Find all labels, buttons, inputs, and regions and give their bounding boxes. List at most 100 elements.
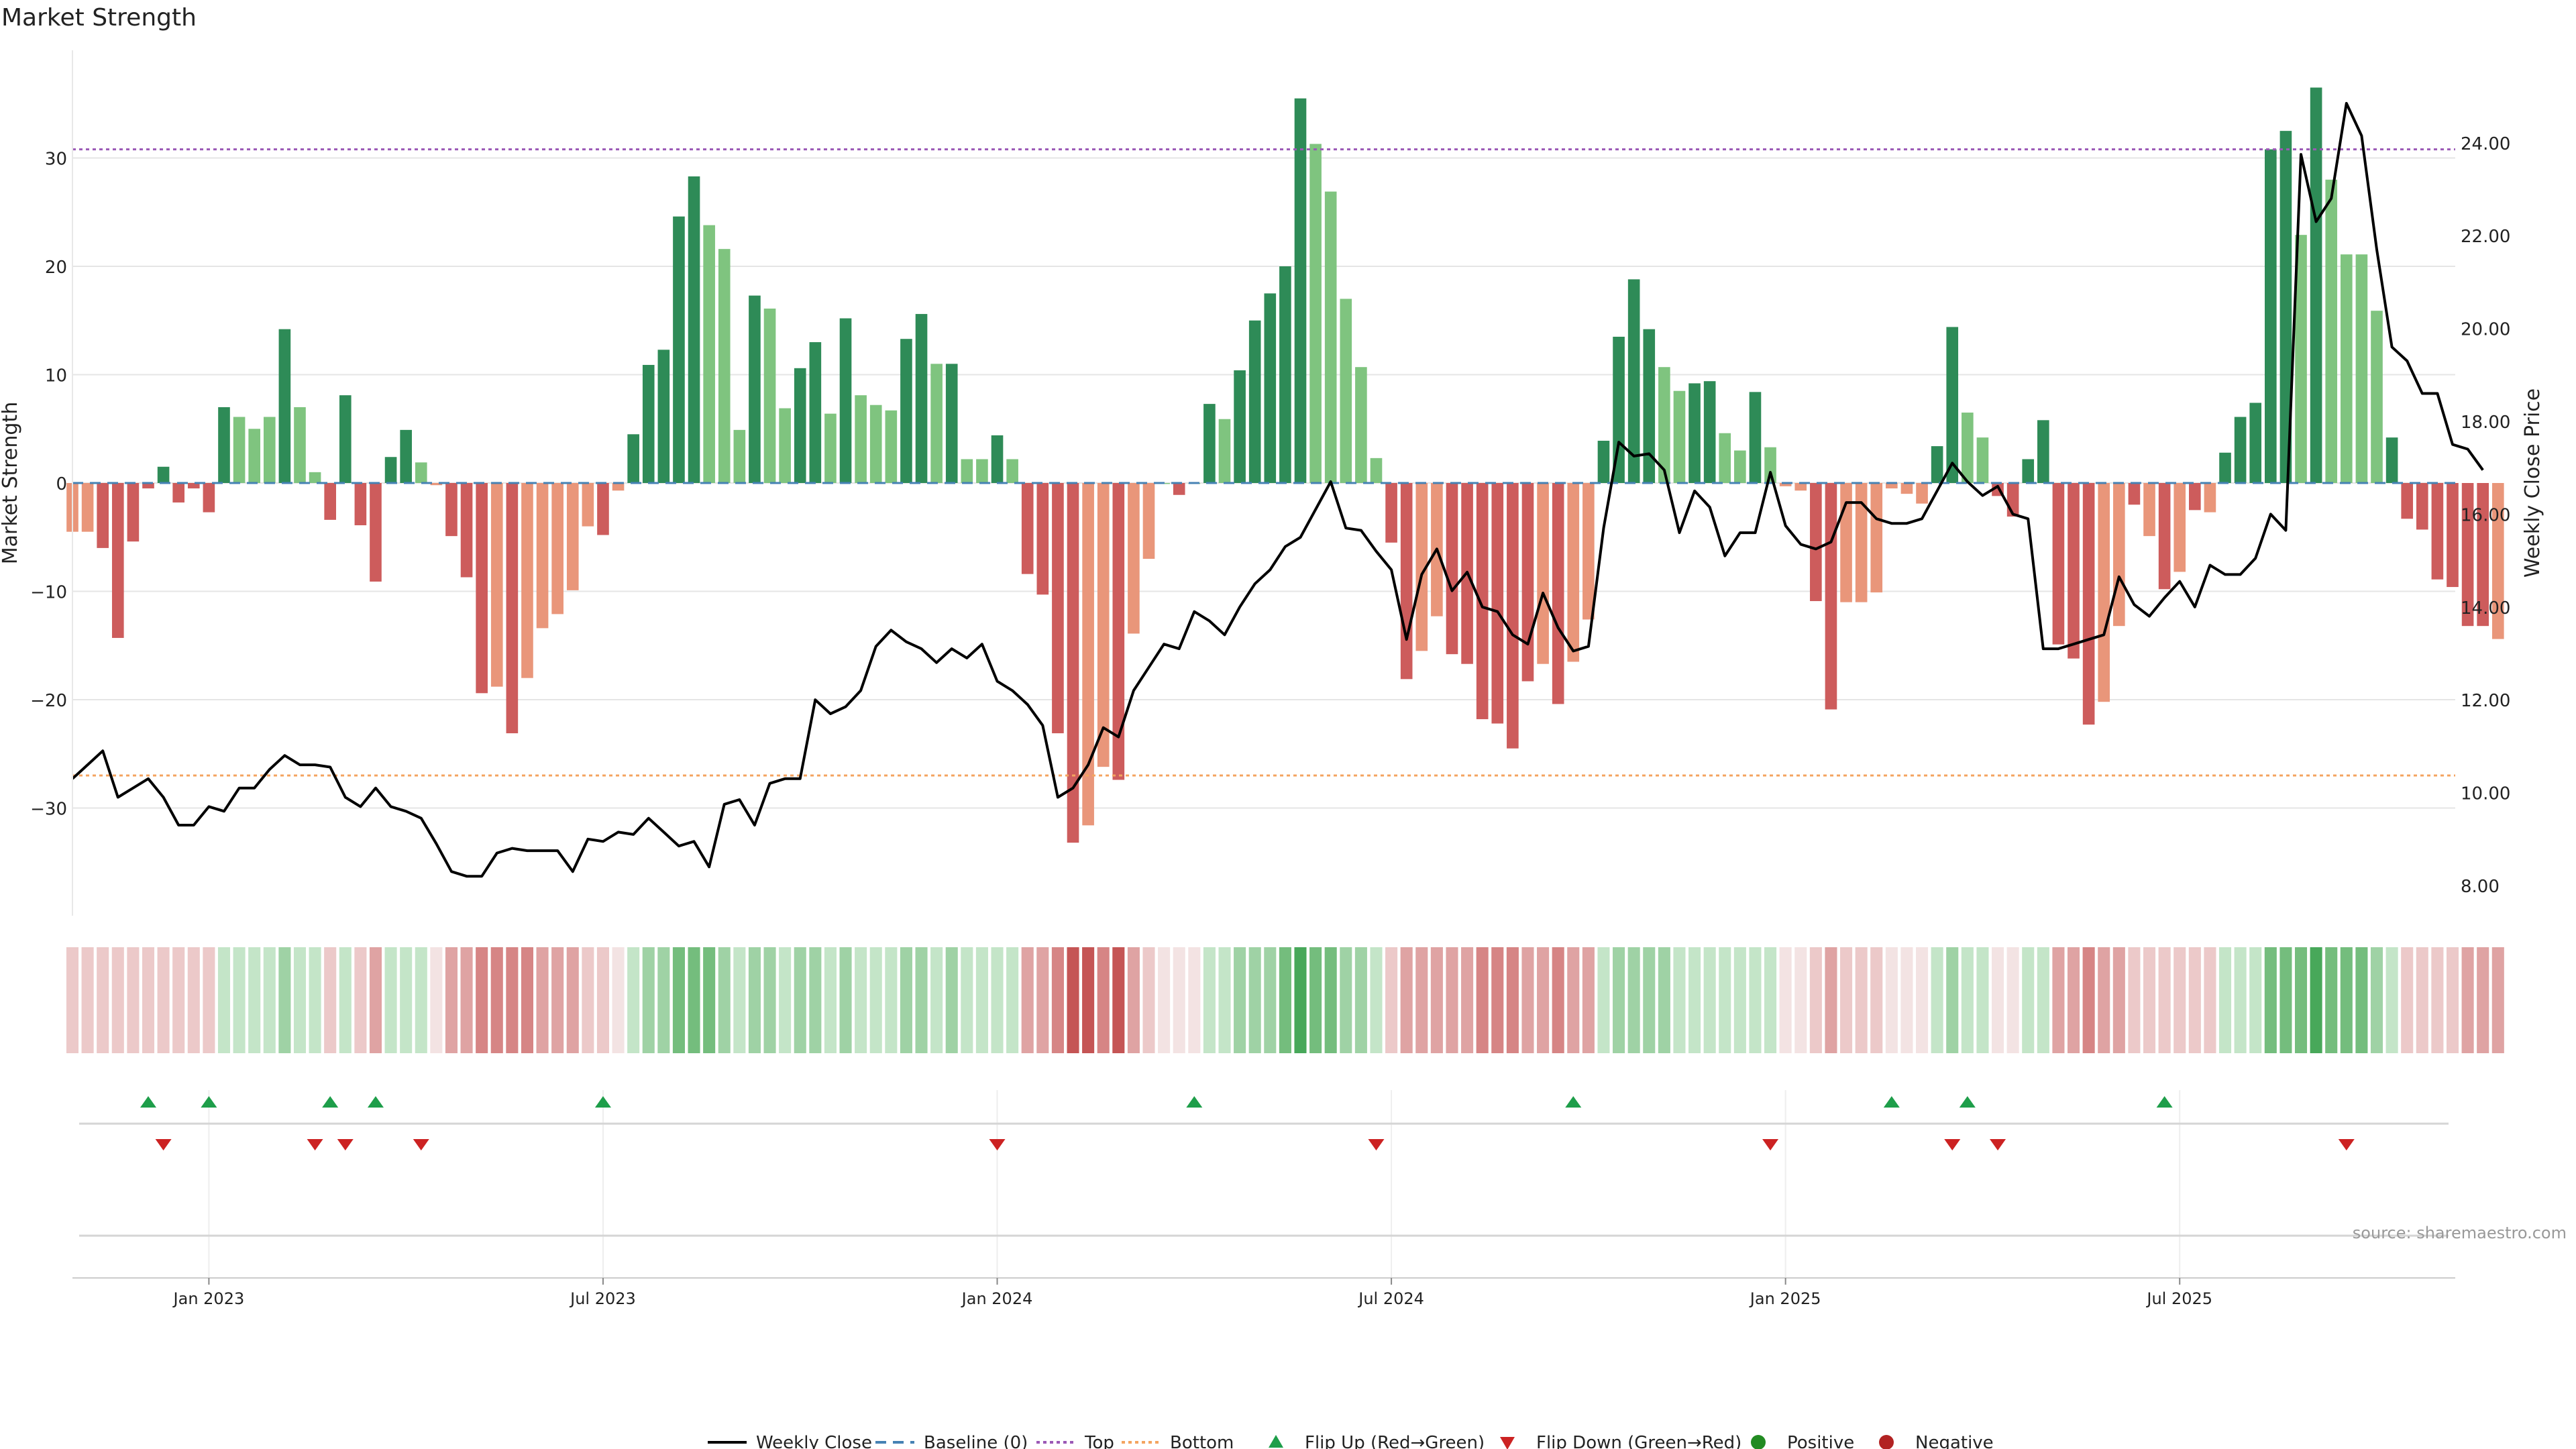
heat-cell	[1855, 947, 1868, 1053]
flip-up-marker	[322, 1096, 339, 1108]
strength-bar	[1446, 483, 1458, 655]
heat-cell	[203, 947, 215, 1053]
heat-cell	[1142, 947, 1155, 1053]
heat-cell	[1597, 947, 1610, 1053]
flip-down-marker	[2338, 1139, 2355, 1150]
strength-bar	[1355, 367, 1367, 483]
heat-cell	[1613, 947, 1625, 1053]
strength-bar	[2265, 149, 2277, 483]
heat-cell	[2446, 947, 2459, 1053]
strength-bar	[1810, 483, 1822, 602]
flip-down-marker	[307, 1139, 323, 1150]
heat-cell	[809, 947, 822, 1053]
strength-bar	[1052, 483, 1064, 734]
strength-bar	[1703, 381, 1716, 483]
legend-flip-up-icon	[1269, 1435, 1283, 1448]
heat-cell	[2218, 947, 2232, 1053]
heat-cell	[263, 947, 276, 1053]
strength-bar	[2340, 254, 2353, 483]
strength-bar	[490, 483, 503, 687]
strength-bar	[1112, 483, 1125, 780]
heat-cell	[1324, 947, 1337, 1053]
heat-cell	[415, 947, 427, 1053]
heat-cell	[2431, 947, 2444, 1053]
legend-label: Negative	[1915, 1433, 1994, 1449]
strength-bar	[869, 405, 882, 483]
y-tick-label: −10	[30, 583, 67, 603]
strength-bar	[1749, 392, 1762, 483]
legend-item: Weekly Close	[708, 1433, 872, 1449]
strength-bar	[1779, 483, 1792, 486]
strength-bar	[506, 483, 519, 734]
strength-bar	[187, 483, 200, 489]
strength-bar	[142, 483, 154, 489]
y-tick-label: −20	[30, 691, 67, 711]
heat-cell	[2264, 947, 2277, 1053]
legend: Weekly Close Baseline (0) Top Bottom Flip Up…	[708, 1433, 1994, 1449]
heat-cell	[1733, 947, 1746, 1053]
x-tick-label: Jul 2023	[569, 1289, 636, 1308]
strength-bar	[2174, 483, 2186, 572]
strength-bar	[1673, 390, 1686, 483]
strength-bar	[2416, 483, 2428, 530]
strength-bar	[400, 429, 412, 483]
heat-cell	[1158, 947, 1171, 1053]
strength-bar	[1006, 459, 1018, 483]
heat-cell	[1234, 947, 1246, 1053]
strength-bar	[612, 483, 625, 491]
level-lines	[72, 148, 2455, 777]
flip-down-marker	[337, 1139, 354, 1150]
strength-bar	[1537, 483, 1549, 664]
strength-bar	[521, 483, 533, 678]
heat-cell	[1279, 947, 1291, 1053]
heat-cell	[97, 947, 109, 1053]
heat-cell	[2461, 947, 2474, 1053]
heat-cell	[2340, 947, 2353, 1053]
heat-cell	[657, 947, 670, 1053]
heat-cell	[384, 947, 397, 1053]
heat-cell	[612, 947, 625, 1053]
strength-bar	[1976, 437, 1989, 483]
heat-cell	[1719, 947, 1731, 1053]
heat-cell	[1627, 947, 1640, 1053]
strength-bar	[1627, 279, 1640, 483]
strength-bar	[172, 483, 185, 503]
heat-cell	[1309, 947, 1322, 1053]
strength-bar	[855, 395, 867, 483]
strength-bar	[1370, 458, 1383, 483]
heat-cell	[2401, 947, 2414, 1053]
strength-bar	[2447, 483, 2459, 588]
axes: −30 −20 −10 0 10 20 30 8.00 10.00 12.00 14.00 16.00…	[0, 50, 2544, 916]
heat-cell	[900, 947, 912, 1053]
heat-cell	[627, 947, 640, 1053]
heat-cell	[1976, 947, 1989, 1053]
strength-bar	[779, 408, 791, 483]
strength-bar	[1870, 483, 1883, 593]
heat-cell	[930, 947, 943, 1053]
strength-bar	[582, 483, 594, 527]
heat-cell	[2188, 947, 2201, 1053]
strength-bar	[1521, 483, 1534, 682]
strength-bar	[476, 483, 488, 694]
heat-cell	[217, 947, 231, 1053]
strength-bar	[1173, 483, 1185, 495]
strength-bar	[339, 395, 352, 483]
heat-cell	[1688, 947, 1701, 1053]
legend-item: Baseline (0)	[875, 1433, 1028, 1449]
heat-cell	[733, 947, 746, 1053]
heat-cell	[1006, 947, 1019, 1053]
heat-cell	[1703, 947, 1716, 1053]
strength-bar	[1688, 383, 1701, 483]
strength-bar	[749, 295, 761, 483]
y2-tick-label: 14.00	[2461, 598, 2510, 619]
flip-up-marker	[1186, 1096, 1203, 1108]
y2-tick-label: 24.00	[2461, 134, 2510, 154]
y-tick-label: 0	[56, 474, 67, 494]
y-tick-label: 30	[45, 150, 67, 170]
legend-label: Positive	[1787, 1433, 1854, 1449]
strength-bar	[2052, 483, 2065, 645]
flip-down-marker	[1762, 1139, 1779, 1150]
strength-bar	[1324, 191, 1337, 483]
heat-cell	[2310, 947, 2322, 1053]
legend-label: Flip Down (Green→Red)	[1536, 1433, 1741, 1449]
